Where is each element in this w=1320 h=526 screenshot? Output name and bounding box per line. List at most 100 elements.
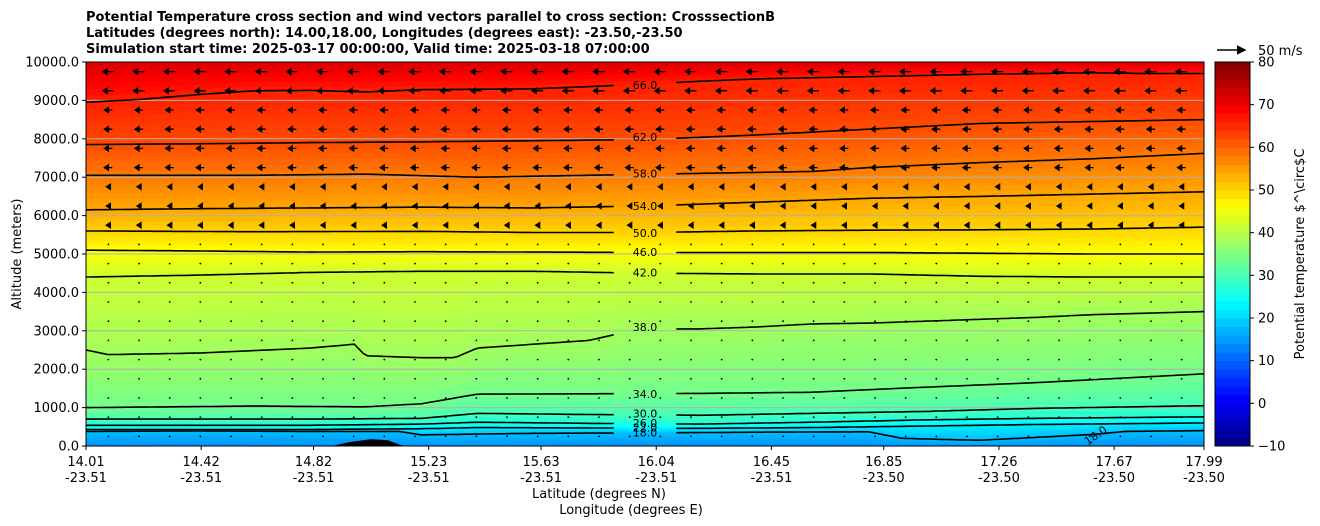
temperature-cell: [613, 269, 630, 274]
temperature-cell: [980, 268, 997, 274]
temperature-cell: [676, 222, 694, 228]
temperature-cell: [724, 382, 742, 394]
temperature-cell: [581, 215, 598, 221]
temperature-cell: [309, 268, 327, 273]
temperature-cell: [740, 434, 758, 438]
temperature-cell: [309, 147, 327, 154]
temperature-cell: [597, 346, 614, 357]
temperature-cell: [852, 233, 870, 239]
temperature-cell: [708, 167, 726, 174]
temperature-cell: [884, 237, 902, 242]
temperature-cell: [469, 410, 486, 414]
temperature-cell: [708, 231, 726, 236]
temperature-cell: [916, 75, 934, 85]
temperature-cell: [645, 424, 662, 426]
temperature-cell: [932, 64, 950, 67]
temperature-cell: [964, 224, 981, 231]
temperature-cell: [868, 66, 886, 70]
temperature-cell: [261, 427, 279, 429]
temperature-cell: [740, 241, 758, 246]
temperature-cell: [1028, 444, 1045, 446]
temperature-cell: [181, 73, 199, 80]
temperature-cell: [788, 399, 806, 404]
temperature-cell: [980, 196, 997, 203]
temperature-cell: [629, 282, 646, 293]
temperature-cell: [245, 420, 263, 422]
temperature-cell: [373, 433, 391, 437]
temperature-cell: [597, 77, 614, 83]
temperature-cell: [884, 416, 902, 419]
temperature-cell: [772, 425, 790, 427]
temperature-cell: [341, 223, 359, 229]
temperature-cell: [197, 231, 215, 236]
temperature-cell: [884, 171, 902, 178]
temperature-cell: [373, 238, 391, 243]
temperature-cell: [740, 256, 758, 261]
temperature-cell: [868, 314, 886, 324]
temperature-cell: [772, 252, 790, 257]
temperature-cell: [852, 245, 870, 250]
temperature-cell: [804, 441, 822, 445]
temperature-cell: [1012, 63, 1029, 67]
temperature-cell: [900, 432, 918, 436]
temperature-cell: [133, 154, 151, 161]
temperature-cell: [437, 207, 454, 212]
temperature-cell: [788, 425, 806, 427]
temperature-cell: [117, 223, 135, 229]
temperature-cell: [469, 423, 486, 426]
temperature-cell: [101, 415, 119, 418]
temperature-cell: [133, 220, 151, 225]
temperature-cell: [1012, 257, 1029, 262]
temperature-cell: [517, 407, 534, 412]
temperature-cell: [708, 328, 726, 340]
temperature-cell: [421, 421, 438, 424]
temperature-cell: [357, 223, 375, 229]
temperature-cell: [373, 223, 391, 229]
temperature-cell: [405, 141, 422, 149]
temperature-cell: [101, 234, 119, 239]
temperature-cell: [565, 219, 582, 225]
temperature-cell: [277, 125, 295, 135]
temperature-cell: [996, 373, 1013, 385]
temperature-cell: [820, 194, 838, 201]
temperature-cell: [788, 392, 806, 397]
temperature-cell: [373, 158, 391, 165]
temperature-cell: [533, 75, 550, 81]
temperature-cell: [549, 66, 566, 72]
temperature-cell: [293, 207, 311, 213]
temperature-cell: [453, 402, 470, 407]
temperature-cell: [86, 425, 103, 428]
temperature-cell: [996, 283, 1013, 292]
temperature-cell: [804, 399, 822, 404]
temperature-cell: [932, 423, 950, 426]
temperature-cell: [756, 432, 774, 436]
temperature-cell: [868, 71, 886, 75]
temperature-cell: [676, 371, 694, 384]
temperature-cell: [181, 259, 199, 264]
temperature-cell: [900, 376, 918, 389]
temperature-cell: [373, 169, 391, 176]
temperature-cell: [325, 241, 343, 246]
temperature-cell: [389, 419, 407, 422]
temperature-cell: [964, 68, 981, 71]
temperature-cell: [86, 272, 103, 278]
temperature-cell: [565, 385, 582, 395]
temperature-cell: [325, 191, 343, 198]
temperature-cell: [469, 211, 486, 217]
temperature-cell: [213, 220, 231, 225]
temperature-cell: [772, 248, 790, 254]
temperature-cell: [948, 91, 966, 101]
temperature-cell: [629, 311, 646, 322]
temperature-cell: [996, 440, 1013, 442]
temperature-cell: [996, 434, 1013, 438]
temperature-cell: [181, 441, 199, 445]
temperature-cell: [660, 291, 678, 302]
temperature-cell: [261, 159, 279, 166]
temperature-cell: [916, 438, 934, 441]
temperature-cell: [133, 114, 151, 123]
temperature-cell: [645, 422, 662, 425]
temperature-cell: [724, 217, 742, 223]
temperature-cell: [501, 394, 518, 398]
temperature-cell: [708, 396, 726, 402]
temperature-cell: [277, 248, 295, 253]
